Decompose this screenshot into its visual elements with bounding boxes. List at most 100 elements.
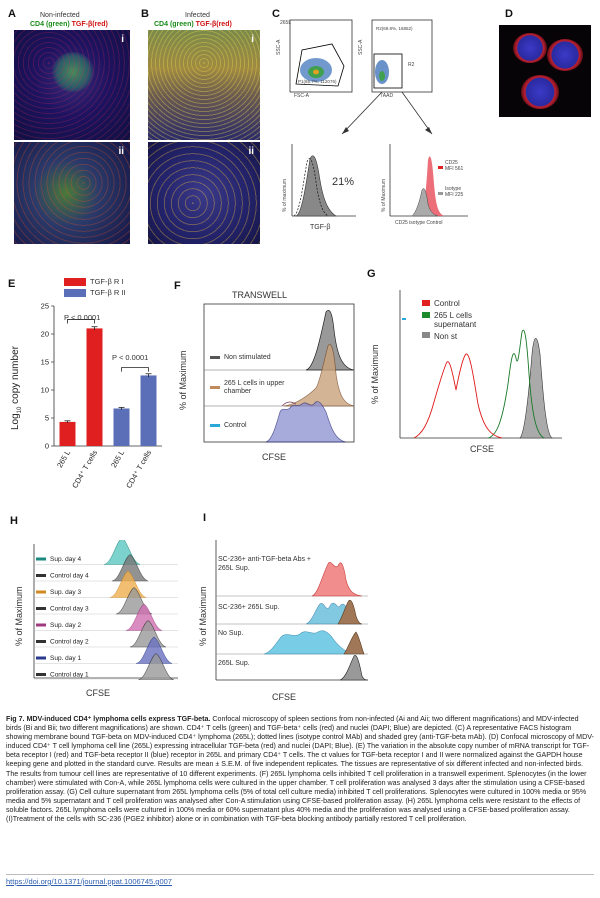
tgf-speckle xyxy=(14,142,130,244)
doi-link[interactable]: https://doi.org/10.1371/journal.ppat.100… xyxy=(6,877,172,886)
dotplot-1-center xyxy=(313,69,319,75)
h-curve xyxy=(137,653,175,680)
f-legend-swatch-nonstim xyxy=(210,356,220,359)
g-legend-swatch-supernatant xyxy=(422,312,430,318)
sub-label-ii: ii xyxy=(118,146,124,157)
f-legend-swatch-control xyxy=(210,424,220,427)
f-legend-control: Control xyxy=(224,422,247,429)
figure-caption: Fig 7. MDV-induced CD4⁺ lymphoma cells e… xyxy=(6,715,594,824)
tgf-speckle xyxy=(14,30,130,140)
gate-p1 xyxy=(295,43,345,87)
g-legend-swatch-nonst xyxy=(422,332,430,338)
c-dot2-ylabel: SSC-A xyxy=(358,39,364,55)
e-y-tick-label: 15 xyxy=(41,358,49,367)
f-legend-265l: 265 L cells in upper chamber xyxy=(224,380,285,395)
arrow-right xyxy=(401,91,433,135)
c-dot1-ylabel: SSC-A xyxy=(276,39,282,55)
h-row-label: Sup. day 4 xyxy=(50,556,81,563)
i-curve-nosup xyxy=(263,630,355,655)
f-curve-265l xyxy=(283,344,355,407)
i-ylabel: % of Maximum xyxy=(198,586,208,646)
f-title: TRANSWELL xyxy=(232,290,288,300)
i-xlabel: CFSE xyxy=(272,692,297,702)
e-y-tick-label: 20 xyxy=(41,330,49,339)
e-x-label: CD4⁺ T cells xyxy=(124,448,153,489)
hist-1-isotype-dotted xyxy=(293,158,329,217)
f-histogram-stack xyxy=(203,303,355,443)
h-curve xyxy=(111,554,149,582)
e-bar xyxy=(59,421,76,446)
h-legend-swatch xyxy=(36,673,46,676)
c-hist1-ylabel: % of maximum xyxy=(282,178,288,212)
e-ylabel-sub: 10 xyxy=(17,406,23,414)
f-curve-nonstim xyxy=(305,309,355,371)
c-dot2-gate-name: R2 xyxy=(408,62,415,68)
e-legend-item-1: TGF-β R I xyxy=(64,276,126,287)
panel-a-title: Non-infected xyxy=(40,12,80,19)
cell-nucleus xyxy=(547,39,583,71)
arrow-left xyxy=(341,91,383,135)
h-row-label: Control day 3 xyxy=(50,606,89,613)
panel-g-letter: G xyxy=(367,268,376,280)
e-sig-bracket-2 xyxy=(121,367,149,372)
g-histogram xyxy=(399,290,562,439)
panel-h-letter: H xyxy=(10,515,18,527)
h-legend-swatch xyxy=(36,607,46,610)
panel-c-letter: C xyxy=(272,8,280,20)
c-hist2-legend-isotype: Isotype MFI 225 xyxy=(445,186,463,198)
caption-title: Fig 7. MDV-induced CD4⁺ lymphoma cells e… xyxy=(6,715,211,723)
c-hist2-legend-cd25-mfi: MFI 561 xyxy=(445,166,464,172)
e-pvalue-1: P < 0.0001 xyxy=(64,313,101,322)
panel-c-figure xyxy=(289,19,468,217)
c-dot1-gate: P1(65.7%, 112076) xyxy=(298,79,337,84)
c-hist2-legend-isotype-name: Isotype xyxy=(445,186,462,192)
f-ylabel: % of Maximum xyxy=(178,350,188,410)
hist-2-legend-swatch-cd25 xyxy=(438,166,443,169)
e-x-label: CD4⁺ T cells xyxy=(70,448,99,489)
gate-r2 xyxy=(373,53,403,89)
h-row-label: Control day 1 xyxy=(50,672,89,679)
confocal-image-b-ii: ii xyxy=(148,142,260,244)
panel-a-legend-tgf: TGF-β(red) xyxy=(71,21,108,28)
panel-i-letter: I xyxy=(203,512,207,524)
sub-label-i: i xyxy=(251,34,254,45)
h-row-label: Control day 2 xyxy=(50,639,89,646)
f-legend-nonstim: Non stimulated xyxy=(224,354,271,361)
panel-b-legend-tgf: TGF-β(red) xyxy=(195,21,232,28)
c-dot2-gate: R2(69.8%, 16852) xyxy=(376,26,413,31)
g-curve-control xyxy=(413,353,503,439)
h-legend-swatch xyxy=(36,640,46,643)
e-bar xyxy=(140,375,157,446)
e-x-label: 265 L xyxy=(55,449,72,470)
g-curve-nonst xyxy=(519,337,553,439)
e-y-tick-label: 25 xyxy=(41,302,49,311)
panel-a-legend-cd4: CD4 (green) xyxy=(30,21,70,28)
hist-2-isotype xyxy=(411,188,439,217)
tgf-speckle xyxy=(148,30,260,140)
panel-a-legend: CD4 (green) TGF-β(red) xyxy=(30,21,108,28)
hist-1-tgf-shaded xyxy=(295,155,338,217)
g-axis-marker xyxy=(402,318,406,320)
c-hist2-xlabel: CD25 isotype Control xyxy=(395,220,443,226)
g-legend-control: Control xyxy=(434,299,460,308)
h-rows: Sup. day 4 Control day 4 Sup. day 3 Control… xyxy=(34,540,178,680)
i-row-label-3: No Sup. xyxy=(218,630,244,637)
e-legend-item-2: TGF-β R II xyxy=(64,287,126,298)
h-curve xyxy=(125,603,163,631)
panel-e-letter: E xyxy=(8,278,16,290)
panel-d-letter: D xyxy=(505,8,513,20)
cell-nucleus xyxy=(521,75,559,109)
panel-f-letter: F xyxy=(174,280,181,292)
i-row-label-4: 265L Sup. xyxy=(218,660,250,667)
g-xlabel: CFSE xyxy=(470,444,495,454)
hist-2-legend-swatch-isotype xyxy=(438,192,443,195)
h-xlabel: CFSE xyxy=(86,688,111,698)
dotplot-2-core xyxy=(379,71,385,81)
c-hist2-legend-isotype-mfi: MFI 225 xyxy=(445,192,464,198)
h-legend-swatch xyxy=(36,590,46,594)
e-legend: TGF-β R I TGF-β R II xyxy=(64,276,126,298)
panel-b-letter: B xyxy=(141,8,149,20)
e-ylabel: Log10 copy number xyxy=(10,346,23,430)
arrow-right-head xyxy=(425,127,432,134)
